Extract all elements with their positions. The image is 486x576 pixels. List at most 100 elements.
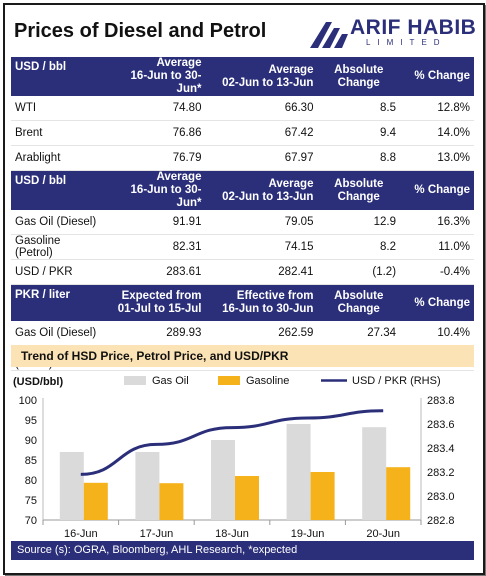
table-cell: 66.30 <box>205 96 318 121</box>
y-right-tick-label: 282.8 <box>427 515 455 527</box>
table-cell: 289.93 <box>102 321 206 346</box>
company-logo: ARIF HABIB LIMITED <box>308 16 476 50</box>
table-row: USD / PKR 283.61 282.41 (1.2) -0.4% <box>11 259 474 285</box>
column-header: % Change <box>400 170 474 210</box>
y-left-tick-label: 80 <box>25 475 37 487</box>
table-row: Gas Oil (Diesel) 91.91 79.05 12.9 16.3% <box>11 210 474 235</box>
y-right-tick-label: 283.4 <box>427 443 455 455</box>
table-cell: 10.4% <box>400 321 474 346</box>
y-left-tick-label: 70 <box>25 515 37 527</box>
bar-gas-oil <box>135 452 160 520</box>
table-cell: Gas Oil (Diesel) <box>11 321 103 346</box>
column-header: Average 16-Jun to 30-Jun* <box>102 170 206 210</box>
table-cell: 9.4 <box>317 120 401 146</box>
y-left-tick-label: 90 <box>25 435 37 447</box>
logo-subtitle: LIMITED <box>366 38 447 47</box>
column-header: USD / bbl <box>11 56 103 96</box>
table-cell: Gasoline (Petrol) <box>11 234 103 260</box>
legend-label-gas-oil: Gas Oil <box>152 375 189 387</box>
bar-gas-oil <box>362 427 387 520</box>
table-cell: 91.91 <box>102 210 206 235</box>
y-right-tick-label: 283.2 <box>427 467 455 479</box>
column-header: PKR / liter <box>11 284 103 321</box>
table-row: Brent 76.86 67.42 9.4 14.0% <box>11 120 474 146</box>
price-table: USD / bbl Average 16-Jun to 30-Jun* Average… <box>11 56 474 371</box>
column-header: % Change <box>400 284 474 321</box>
bar-gasoline <box>310 472 335 520</box>
column-header: Average 16-Jun to 30-Jun* <box>102 56 206 96</box>
table-cell: 74.80 <box>102 96 206 121</box>
y-right-tick-label: 283.8 <box>427 395 455 407</box>
column-header: Absolute Change <box>317 56 401 96</box>
logo-mark-icon <box>310 22 348 48</box>
table-row: Gasoline (Petrol) 82.31 74.15 8.2 11.0% <box>11 234 474 260</box>
bar-gasoline <box>386 467 411 520</box>
table-cell: 67.97 <box>205 145 318 171</box>
table-cell: 8.8 <box>317 145 401 171</box>
legend-label-gasoline: Gasoline <box>246 375 289 387</box>
table-cell: 8.2 <box>317 234 401 260</box>
table-cell: -0.4% <box>400 259 474 285</box>
table-cell: 283.61 <box>102 259 206 285</box>
y-axis-unit-label: (USD/bbl) <box>13 376 63 388</box>
table-cell: Arablight <box>11 145 103 171</box>
x-tick-label: 16-Jun <box>64 528 98 540</box>
bar-gas-oil <box>286 424 311 520</box>
table-cell: 14.0% <box>400 120 474 146</box>
column-header: Absolute Change <box>317 170 401 210</box>
table-cell: 13.0% <box>400 145 474 171</box>
bar-gasoline <box>83 482 108 520</box>
y-left-tick-label: 95 <box>25 415 37 427</box>
table-cell: 82.31 <box>102 234 206 260</box>
table-cell: 67.42 <box>205 120 318 146</box>
trend-chart: (USD/bbl) Gas Oil Gasoline USD / PKR (RHS) 1… <box>13 375 455 540</box>
bar-gas-oil <box>59 452 84 520</box>
table-cell: 8.5 <box>317 96 401 121</box>
chart-title: Trend of HSD Price, Petrol Price, and US… <box>11 345 474 367</box>
legend-swatch-gas-oil <box>124 376 146 385</box>
table-cell: 74.15 <box>205 234 318 260</box>
table-cell: 76.86 <box>102 120 206 146</box>
table-cell: 282.41 <box>205 259 318 285</box>
column-header: Average 02-Jun to 13-Jun <box>205 170 318 210</box>
column-header: Effective from 16-Jun to 30-Jun <box>205 284 318 321</box>
bar-gasoline <box>159 483 184 520</box>
table-cell: (1.2) <box>317 259 401 285</box>
x-tick-label: 18-Jun <box>215 528 249 540</box>
table-cell: 79.05 <box>205 210 318 235</box>
legend-label-usd-pkr: USD / PKR (RHS) <box>352 375 441 387</box>
y-right-tick-label: 283.6 <box>427 419 455 431</box>
table-cell: Brent <box>11 120 103 146</box>
bar-gasoline <box>235 476 259 520</box>
column-header: % Change <box>400 56 474 96</box>
table-header-row: PKR / liter Expected from 01-Jul to 15-Jul… <box>11 284 474 321</box>
table-cell: 16.3% <box>400 210 474 235</box>
table-cell: 12.9 <box>317 210 401 235</box>
table-cell: WTI <box>11 96 103 121</box>
header: Prices of Diesel and Petrol ARIF HABIB L… <box>8 16 476 50</box>
y-left-tick-label: 75 <box>25 495 37 507</box>
table-row: Arablight 76.79 67.97 8.8 13.0% <box>11 145 474 171</box>
table-cell: 262.59 <box>205 321 318 346</box>
source-note: Source (s): OGRA, Bloomberg, AHL Researc… <box>11 541 474 560</box>
page-title: Prices of Diesel and Petrol <box>14 20 267 42</box>
column-header: Expected from 01-Jul to 15-Jul <box>102 284 206 321</box>
table-header-row: USD / bbl Average 16-Jun to 30-Jun* Average… <box>11 170 474 210</box>
x-tick-label: 20-Jun <box>366 528 400 540</box>
table-cell: Gas Oil (Diesel) <box>11 210 103 235</box>
table-row: WTI 74.80 66.30 8.5 12.8% <box>11 96 474 121</box>
legend-swatch-gasoline <box>218 376 240 385</box>
column-header: USD / bbl <box>11 170 103 210</box>
bar-gas-oil <box>211 440 235 520</box>
y-right-tick-label: 283.0 <box>427 491 455 503</box>
x-tick-label: 19-Jun <box>291 528 325 540</box>
table-cell: 11.0% <box>400 234 474 260</box>
x-tick-label: 17-Jun <box>140 528 174 540</box>
table-cell: 76.79 <box>102 145 206 171</box>
table-cell: 27.34 <box>317 321 401 346</box>
table-header-row: USD / bbl Average 16-Jun to 30-Jun* Average… <box>11 56 474 96</box>
table-row: Gas Oil (Diesel) 289.93 262.59 27.34 10.4% <box>11 321 474 346</box>
logo-name: ARIF HABIB <box>350 16 477 39</box>
column-header: Absolute Change <box>317 284 401 321</box>
table-cell: USD / PKR <box>11 259 103 285</box>
